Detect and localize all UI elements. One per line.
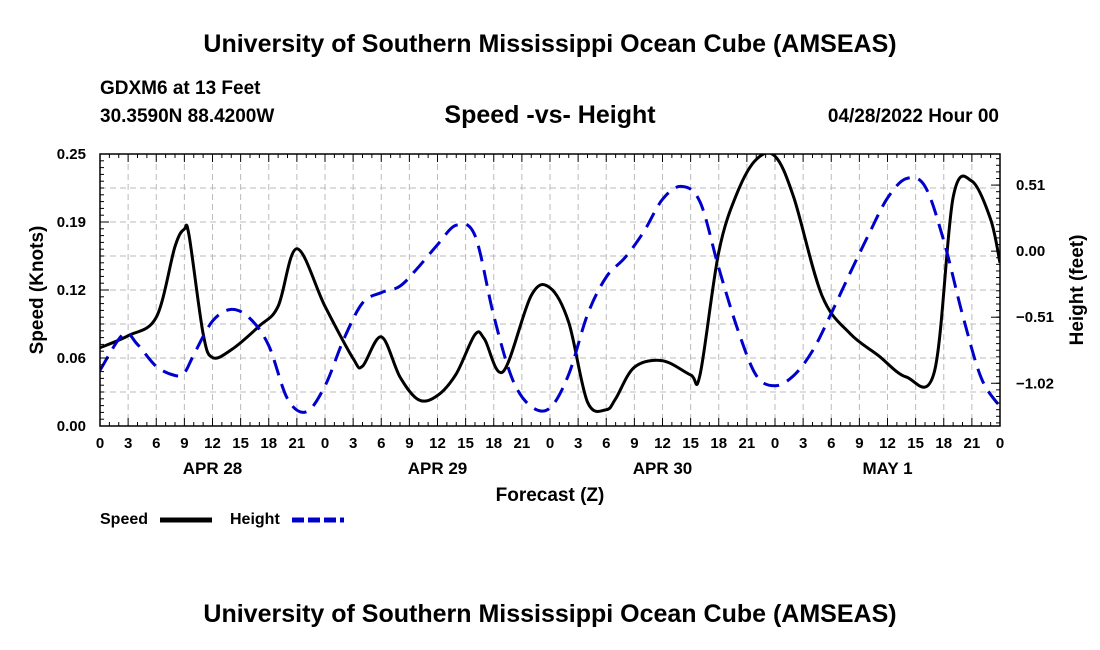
legend-label-height: Height xyxy=(230,511,280,528)
y-tick-label: 0.12 xyxy=(57,282,86,299)
x-tick-label: 3 xyxy=(799,435,807,452)
x-tick-label: 18 xyxy=(935,435,952,452)
x-tick-label: 0 xyxy=(771,435,779,452)
chart-axes xyxy=(99,153,1001,427)
y-axis-title: Speed (Knots) xyxy=(27,226,48,355)
chart-labels: 0 3 6 9 12 15 18 21 0 3 6 9 12 15 18 21 0 3 6 9 12 15 18 21 0 3 6 9… xyxy=(27,146,1088,506)
x-tick-label: 6 xyxy=(827,435,835,452)
x-day-label: MAY 1 xyxy=(862,459,912,478)
x-tick-label: 6 xyxy=(377,435,385,452)
run-time: 04/28/2022 Hour 00 xyxy=(827,106,999,127)
y2-tick-label: −1.02 xyxy=(1016,375,1054,392)
x-tick-label: 21 xyxy=(739,435,756,452)
y2-tick-label: 0.00 xyxy=(1016,243,1045,260)
x-tick-label: 3 xyxy=(124,435,132,452)
x-tick-label: 18 xyxy=(485,435,502,452)
x-tick-label: 6 xyxy=(602,435,610,452)
x-tick-label: 9 xyxy=(180,435,188,452)
x-tick-label: 3 xyxy=(349,435,357,452)
x-tick-label: 12 xyxy=(654,435,671,452)
x-tick-label: 6 xyxy=(152,435,160,452)
x-tick-label: 12 xyxy=(204,435,221,452)
x-tick-label: 21 xyxy=(964,435,981,452)
x-tick-label: 9 xyxy=(855,435,863,452)
station-coordinates: 30.3590N 88.4200W xyxy=(100,106,275,127)
chart-legend: Speed Height xyxy=(100,511,344,528)
chart-series xyxy=(100,154,1000,414)
x-tick-label: 15 xyxy=(457,435,474,452)
x-tick-label: 0 xyxy=(96,435,104,452)
x-tick-label: 21 xyxy=(514,435,531,452)
x-tick-label: 15 xyxy=(682,435,699,452)
station-label: GDXM6 at 13 Feet xyxy=(100,78,261,99)
x-tick-label: 0 xyxy=(321,435,329,452)
y-tick-label: 0.00 xyxy=(57,418,86,435)
x-axis-title: Forecast (Z) xyxy=(496,485,605,506)
x-tick-label: 21 xyxy=(289,435,306,452)
chart-title: Speed -vs- Height xyxy=(444,101,656,129)
speed-height-chart: 0 3 6 9 12 15 18 21 0 3 6 9 12 15 18 21 0 3 6 9 12 15 18 21 0 3 6 9… xyxy=(27,146,1088,528)
y2-axis-title: Height (feet) xyxy=(1067,235,1088,346)
height-series-line xyxy=(100,175,1000,414)
x-tick-label: 15 xyxy=(907,435,924,452)
x-tick-label: 9 xyxy=(405,435,413,452)
x-tick-label: 3 xyxy=(574,435,582,452)
y2-tick-label: −0.51 xyxy=(1016,309,1054,326)
y-tick-label: 0.25 xyxy=(57,146,86,163)
chart-grid xyxy=(100,154,1000,426)
x-day-label: APR 29 xyxy=(408,459,468,478)
y-tick-label: 0.19 xyxy=(57,214,86,231)
y-tick-label: 0.06 xyxy=(57,350,86,367)
x-day-label: APR 28 xyxy=(183,459,243,478)
speed-series-line xyxy=(100,154,1000,414)
x-tick-label: 15 xyxy=(232,435,249,452)
x-tick-label: 12 xyxy=(429,435,446,452)
x-tick-label: 0 xyxy=(546,435,554,452)
x-tick-label: 18 xyxy=(260,435,277,452)
x-day-label: APR 30 xyxy=(633,459,693,478)
y2-tick-label: 0.51 xyxy=(1016,177,1045,194)
legend-label-speed: Speed xyxy=(100,511,148,528)
x-tick-label: 12 xyxy=(879,435,896,452)
footer-title: University of Southern Mississippi Ocean… xyxy=(203,600,897,628)
x-tick-label: 18 xyxy=(710,435,727,452)
page-title: University of Southern Mississippi Ocean… xyxy=(203,30,897,58)
x-tick-label: 0 xyxy=(996,435,1004,452)
x-tick-label: 9 xyxy=(630,435,638,452)
